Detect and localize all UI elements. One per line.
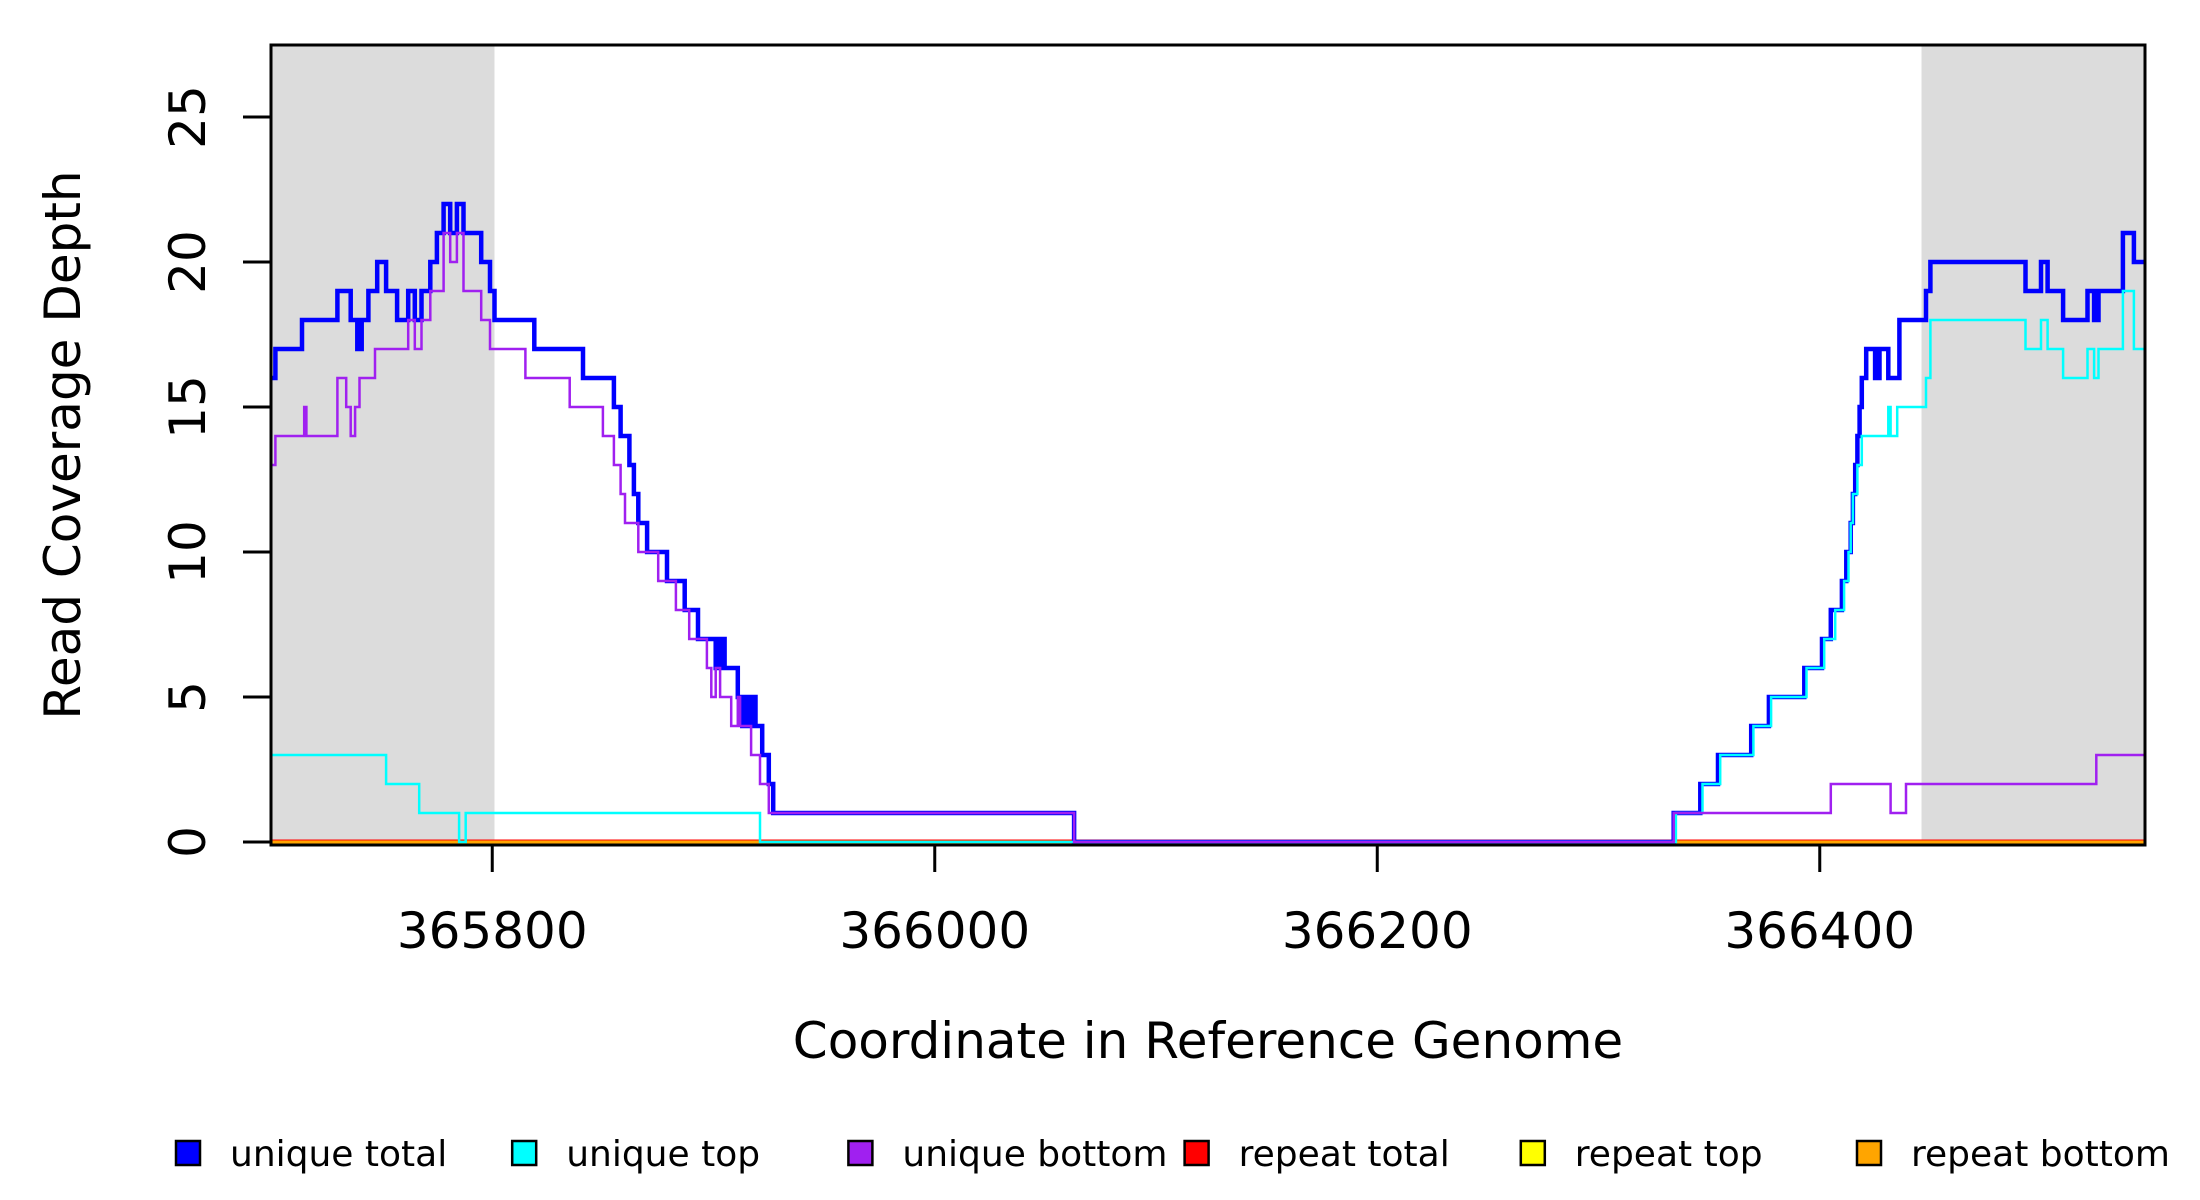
x-tick-label: 366000 — [839, 902, 1030, 960]
plot-border — [269, 43, 2147, 847]
y-tick-label: 20 — [159, 230, 217, 294]
y-tick-label: 5 — [159, 681, 217, 713]
legend-swatch-icon — [1183, 1139, 1210, 1167]
legend-item-unique-total: unique total — [174, 1134, 447, 1175]
series-line-unique-top — [271, 289, 2145, 844]
legend-swatch-icon — [174, 1139, 202, 1167]
legend-item-repeat-bottom: repeat bottom — [1855, 1134, 2170, 1175]
legend-label: repeat total — [1239, 1134, 1450, 1175]
legend-item-repeat-total: repeat total — [1183, 1134, 1450, 1175]
plot-frame — [269, 43, 2147, 847]
shaded-regions — [271, 45, 2145, 845]
x-axis-title: Coordinate in Reference Genome — [793, 1012, 1623, 1070]
legend-label: unique top — [566, 1134, 760, 1175]
series-line-unique-bottom — [271, 231, 2145, 844]
shaded-region — [271, 45, 495, 845]
y-tick-label: 25 — [159, 85, 217, 149]
legend-label: repeat top — [1575, 1134, 1763, 1175]
x-tick-label: 366400 — [1724, 902, 1915, 960]
legend-item-repeat-top: repeat top — [1519, 1134, 1763, 1175]
y-tick-label: 0 — [159, 826, 217, 858]
y-tick-label: 10 — [159, 520, 217, 584]
chart-legend: unique total unique top unique bottom repea… — [174, 1134, 2170, 1175]
x-tick-label: 366200 — [1282, 902, 1473, 960]
legend-label: unique bottom — [902, 1134, 1167, 1175]
x-tick-label: 365800 — [397, 902, 588, 960]
shaded-region — [1921, 45, 2145, 845]
series-line-unique-total — [271, 201, 2145, 845]
y-axis-title: Read Coverage Depth — [34, 170, 92, 719]
legend-label: repeat bottom — [1911, 1134, 2170, 1175]
legend-swatch-icon — [510, 1139, 538, 1167]
y-tick-label: 15 — [159, 375, 217, 439]
legend-label: unique total — [230, 1134, 447, 1175]
legend-swatch-icon — [1519, 1139, 1547, 1167]
legend-swatch-icon — [1855, 1139, 1883, 1167]
legend-swatch-icon — [847, 1139, 874, 1167]
legend-item-unique-bottom: unique bottom — [847, 1134, 1168, 1175]
series-lines — [271, 201, 2145, 845]
x-axis-ticks: 365800 366000 366200 366400 — [397, 845, 1915, 960]
y-axis-ticks: 0 5 10 15 20 25 — [159, 85, 271, 858]
legend-item-unique-top: unique top — [510, 1134, 760, 1175]
